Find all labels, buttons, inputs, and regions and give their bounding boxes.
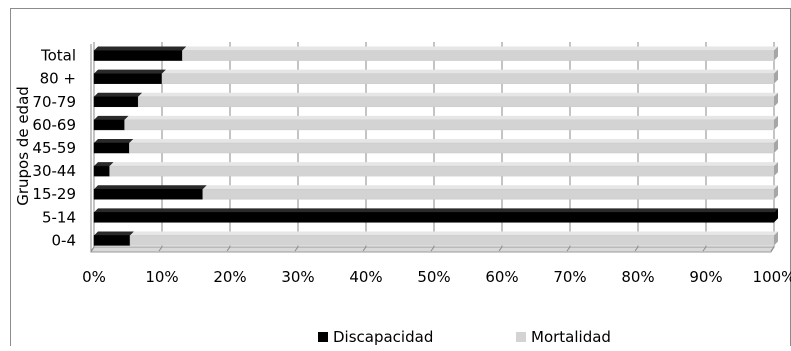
bar-discapacidad xyxy=(93,212,775,223)
bar-mortalidad xyxy=(109,165,775,177)
bar-mortalidad xyxy=(129,142,775,154)
bar-top-discapacidad xyxy=(94,115,129,120)
bar-mortalidad xyxy=(182,50,775,61)
bar-top-mortalidad xyxy=(130,231,779,236)
legend-item-discapacidad: Discapacidad xyxy=(318,328,433,346)
x-gridline-foot xyxy=(770,246,775,252)
bar-top-discapacidad xyxy=(94,69,166,74)
legend-label-discapacidad: Discapacidad xyxy=(333,328,434,346)
legend-label-mortalidad: Mortalidad xyxy=(531,328,611,346)
x-gridline-foot xyxy=(634,246,639,252)
y-tick-label: 0-4 xyxy=(52,231,77,249)
bar-top-discapacidad xyxy=(94,92,143,97)
bar-top-mortalidad xyxy=(138,92,778,97)
bar-side-mortalidad xyxy=(774,162,778,177)
bar-side-mortalidad xyxy=(774,46,778,61)
x-tick-label: 40% xyxy=(349,268,382,286)
bar-mortalidad xyxy=(129,235,775,246)
bar-discapacidad xyxy=(93,165,110,177)
legend-swatch-mortalidad xyxy=(516,332,526,342)
x-gridline-foot xyxy=(294,246,299,252)
x-tick-label: 80% xyxy=(621,268,654,286)
y-tick-label: 45-59 xyxy=(32,139,76,157)
bar-top-discapacidad xyxy=(94,208,778,213)
x-tick-label: 90% xyxy=(689,268,722,286)
bar-side-mortalidad xyxy=(774,92,778,107)
bar-top-mortalidad xyxy=(182,46,778,51)
bar-discapacidad xyxy=(93,235,131,246)
bar-top-mortalidad xyxy=(202,185,779,190)
bar-top-discapacidad xyxy=(94,231,135,236)
x-gridline-foot xyxy=(158,246,163,252)
x-tick-label: 70% xyxy=(553,268,586,286)
y-tick-label: 70-79 xyxy=(32,93,76,111)
bar-top-discapacidad xyxy=(94,139,134,143)
bar-top-mortalidad xyxy=(162,69,778,74)
x-tick-label: 20% xyxy=(213,268,246,286)
bar-mortalidad xyxy=(161,73,775,84)
bar-discapacidad xyxy=(93,73,163,84)
x-gridline-foot xyxy=(702,246,707,252)
bar-side-mortalidad xyxy=(774,231,778,246)
bar-mortalidad xyxy=(202,188,775,200)
bar-top-discapacidad xyxy=(94,185,207,190)
bar-mortalidad xyxy=(137,96,775,108)
legend-swatch-discapacidad xyxy=(318,332,328,342)
x-tick-label: 0% xyxy=(82,268,106,286)
bar-top-mortalidad xyxy=(109,162,778,167)
x-tick-label: 10% xyxy=(145,268,178,286)
bar-discapacidad xyxy=(93,142,130,154)
x-gridline-foot xyxy=(226,246,231,252)
x-gridline-foot xyxy=(498,246,503,252)
bar-side-mortalidad xyxy=(774,69,778,84)
y-axis-title: Grupos de edad xyxy=(14,86,32,206)
bar-discapacidad xyxy=(93,50,183,61)
bar-side-mortalidad xyxy=(774,139,778,153)
legend: Discapacidad Mortalidad xyxy=(318,328,758,346)
bar-discapacidad xyxy=(93,96,139,108)
legend-item-mortalidad: Mortalidad xyxy=(516,328,611,346)
y-tick-label: 30-44 xyxy=(32,162,76,180)
bar-top-discapacidad xyxy=(94,162,114,167)
y-tick-label: 5-14 xyxy=(42,208,76,226)
y-tick-label: 60-69 xyxy=(32,116,76,134)
bar-discapacidad xyxy=(93,188,204,200)
bar-mortalidad xyxy=(124,119,775,131)
x-gridline-foot xyxy=(566,246,571,252)
bar-discapacidad xyxy=(93,119,125,131)
x-tick-label: 100% xyxy=(753,268,791,286)
y-tick-label: 80 + xyxy=(40,70,76,88)
y-tick-label: Total xyxy=(40,47,76,65)
x-tick-label: 60% xyxy=(485,268,518,286)
x-gridline-foot xyxy=(362,246,367,252)
x-tick-label: 30% xyxy=(281,268,314,286)
bars-layer xyxy=(93,46,779,246)
y-tick-label: 15-29 xyxy=(32,185,76,203)
bar-top-discapacidad xyxy=(94,46,187,51)
x-gridline-foot xyxy=(430,246,435,252)
bar-side-mortalidad xyxy=(774,185,778,200)
bar-top-mortalidad xyxy=(124,115,779,120)
x-tick-label: 50% xyxy=(417,268,450,286)
bar-top-mortalidad xyxy=(129,139,779,143)
bar-side-discapacidad xyxy=(774,208,778,223)
bar-side-mortalidad xyxy=(774,115,778,130)
axis-layer: 0% 10% 20% 30% 40% 50% 60% 70% 80% 90% 100% Total 80… xyxy=(32,44,791,286)
